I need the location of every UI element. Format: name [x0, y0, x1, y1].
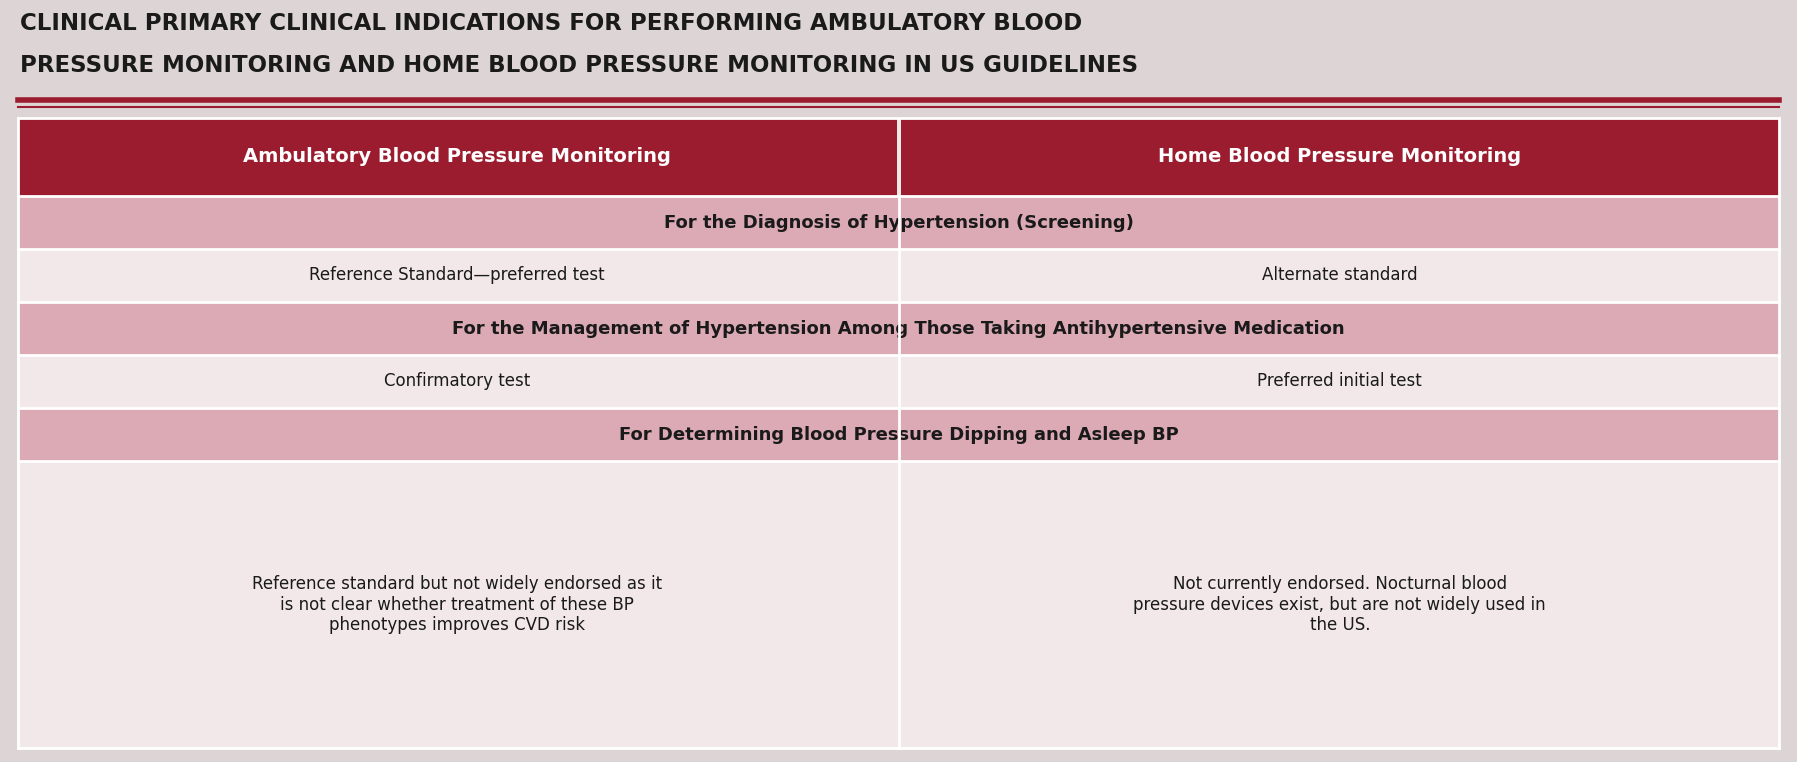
- Text: Ambulatory Blood Pressure Monitoring: Ambulatory Blood Pressure Monitoring: [243, 148, 672, 167]
- Text: PRESSURE MONITORING AND HOME BLOOD PRESSURE MONITORING IN US GUIDELINES: PRESSURE MONITORING AND HOME BLOOD PRESS…: [20, 54, 1138, 77]
- Bar: [900, 355, 1779, 408]
- Text: For the Diagnosis of Hypertension (Screening): For the Diagnosis of Hypertension (Scree…: [663, 213, 1134, 232]
- Text: Not currently endorsed. Nocturnal blood
pressure devices exist, but are not wide: Not currently endorsed. Nocturnal blood …: [1134, 575, 1545, 634]
- Text: Preferred initial test: Preferred initial test: [1258, 373, 1421, 390]
- Text: Confirmatory test: Confirmatory test: [385, 373, 530, 390]
- Text: Reference Standard—preferred test: Reference Standard—preferred test: [309, 267, 606, 284]
- Text: Reference standard but not widely endorsed as it
is not clear whether treatment : Reference standard but not widely endors…: [252, 575, 663, 634]
- Text: For Determining Blood Pressure Dipping and Asleep BP: For Determining Blood Pressure Dipping a…: [618, 425, 1179, 443]
- Bar: [18, 461, 897, 748]
- Bar: [18, 302, 1779, 355]
- Bar: [18, 118, 1779, 748]
- Bar: [18, 408, 1779, 461]
- Text: Alternate standard: Alternate standard: [1261, 267, 1418, 284]
- Text: Home Blood Pressure Monitoring: Home Blood Pressure Monitoring: [1159, 148, 1522, 167]
- Bar: [900, 461, 1779, 748]
- Bar: [900, 249, 1779, 302]
- Text: CLINICAL PRIMARY CLINICAL INDICATIONS FOR PERFORMING AMBULATORY BLOOD: CLINICAL PRIMARY CLINICAL INDICATIONS FO…: [20, 12, 1082, 35]
- Bar: [18, 196, 1779, 249]
- Bar: [18, 355, 897, 408]
- Bar: [18, 118, 897, 196]
- Bar: [900, 118, 1779, 196]
- Text: For the Management of Hypertension Among Those Taking Antihypertensive Medicatio: For the Management of Hypertension Among…: [453, 319, 1344, 338]
- Bar: [18, 249, 897, 302]
